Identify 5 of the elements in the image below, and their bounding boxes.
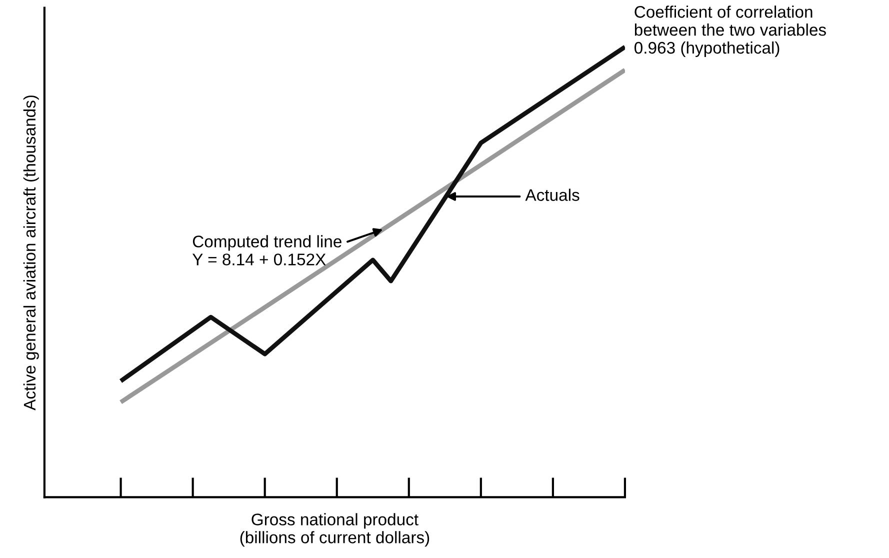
y-axis-title: Active general aviation aircraft (thousands) (23, 96, 39, 410)
annotation: Actuals (525, 188, 580, 201)
annotation: Computed trend line Y = 8.14 + 0.152X (192, 235, 342, 266)
x-axis-title: Gross national product (billions of current dollars) (240, 513, 430, 547)
text: Coefficient of correlation between the two variables 0.963 (hypothetical) (634, 6, 826, 58)
